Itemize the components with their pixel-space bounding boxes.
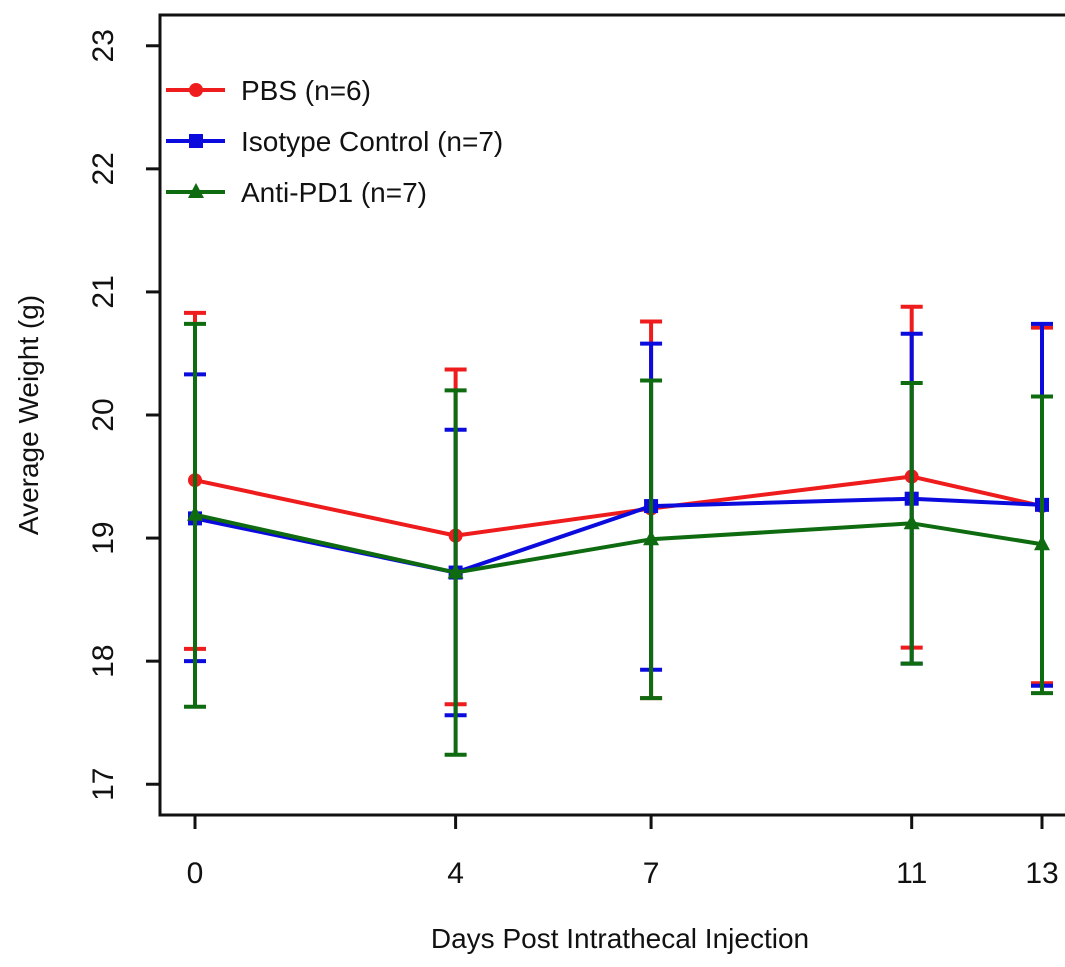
x-axis-title: Days Post Intrathecal Injection: [431, 923, 809, 954]
legend-item: Anti-PD1 (n=7): [166, 177, 427, 208]
y-tick-label: 18: [87, 644, 120, 677]
series-triangle: [184, 321, 1053, 757]
data-point: [1034, 535, 1050, 551]
x-tick-label: 11: [896, 857, 927, 890]
data-point: [903, 514, 920, 530]
data-point: [447, 563, 464, 579]
y-tick-label: 23: [87, 29, 120, 62]
series-layer: [184, 304, 1053, 757]
data-point: [643, 530, 660, 546]
legend-swatch-marker: [188, 183, 204, 198]
y-tick-label: 21: [87, 275, 120, 308]
legend-label: Anti-PD1 (n=7): [241, 177, 427, 208]
y-axis-title: Average Weight (g): [13, 295, 44, 535]
y-tick-label: 22: [87, 152, 120, 185]
legend-label: Isotype Control (n=7): [241, 126, 503, 157]
series-circle: [184, 304, 1053, 707]
legend-swatch-marker: [189, 134, 203, 148]
x-tick-label: 13: [1025, 857, 1058, 890]
x-tick-label: 7: [643, 857, 660, 890]
legend-label: PBS (n=6): [241, 75, 371, 106]
legend-item: PBS (n=6): [166, 75, 371, 106]
legend-swatch-marker: [189, 83, 203, 97]
legend: PBS (n=6) Isotype Control (n=7) Anti-PD1 (…: [166, 75, 503, 208]
axes: 17 18 19 20 21 22 23 0 4 7 11 13: [87, 13, 1065, 890]
y-tick-label: 17: [87, 768, 120, 801]
x-tick-label: 0: [187, 857, 204, 890]
legend-item: Isotype Control (n=7): [166, 126, 503, 157]
data-point: [187, 505, 203, 521]
y-tick-label: 20: [87, 398, 120, 431]
series-line: [194, 496, 1043, 575]
x-tick-label: 4: [447, 857, 464, 890]
y-tick-label: 19: [87, 521, 120, 554]
